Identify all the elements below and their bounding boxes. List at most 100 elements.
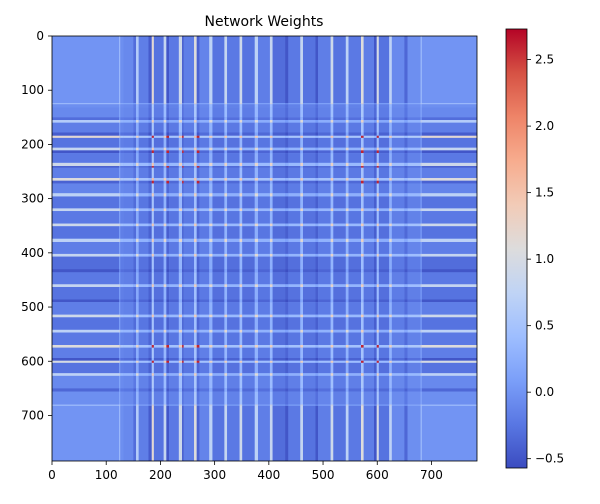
heatmap-cell [209, 150, 213, 154]
heatmap-cell [148, 135, 152, 138]
heatmap-cell [199, 302, 210, 315]
heatmap-cell [120, 362, 124, 374]
heatmap-cell [302, 135, 316, 138]
heatmap-cell [212, 167, 225, 179]
heatmap-cell [153, 391, 164, 405]
heatmap-cell [345, 238, 349, 242]
heatmap-cell [285, 391, 289, 405]
heatmap-cell [239, 347, 243, 359]
heatmap-cell [254, 238, 258, 242]
heatmap-cell [285, 196, 289, 209]
heatmap-cell [285, 183, 289, 194]
heatmap-cell [183, 347, 195, 359]
heatmap-cell [378, 344, 390, 348]
heatmap-cell [123, 167, 134, 179]
heatmap-cell [166, 208, 170, 212]
heatmap-cell [269, 117, 273, 121]
heatmap-cell [348, 344, 361, 348]
heatmap-cell [318, 404, 331, 406]
heatmap-cell [288, 404, 301, 406]
heatmap-cell [133, 167, 137, 179]
heatmap-cell [242, 405, 255, 461]
heatmap-cell [285, 150, 289, 154]
heatmap-cell [183, 223, 195, 227]
heatmap-cell [378, 122, 390, 133]
heatmap-cell [378, 226, 390, 239]
heatmap-cell [348, 391, 361, 405]
heatmap-cell [166, 223, 170, 227]
heatmap-cell [374, 223, 377, 227]
heatmap-cell [302, 180, 316, 184]
heatmap-cell [196, 241, 200, 254]
heatmap-cell [183, 196, 195, 209]
heatmap-cell [330, 135, 334, 138]
heatmap-cell [178, 166, 183, 168]
heatmap-cell [272, 137, 286, 148]
heatmap-cell [302, 358, 316, 361]
heatmap-cell [404, 120, 408, 123]
heatmap-cell [163, 347, 167, 359]
heatmap-cell [288, 150, 301, 154]
heatmap-cell [227, 302, 240, 315]
heatmap-cell [182, 375, 184, 389]
heatmap-cell [227, 193, 240, 197]
heatmap-cell [224, 314, 228, 318]
heatmap-cell [138, 358, 149, 361]
heatmap-cell [376, 183, 379, 194]
heatmap-cell [378, 284, 390, 287]
heatmap-cell [199, 238, 210, 242]
heatmap-cell [389, 104, 392, 108]
heatmap-cell [254, 178, 258, 181]
heatmap-cell [363, 344, 375, 348]
heatmap-cell [345, 302, 349, 315]
heatmap-cell [330, 286, 334, 300]
heatmap-cell [318, 373, 331, 376]
heatmap-cell [330, 147, 334, 151]
heatmap-cell [404, 253, 408, 257]
heatmap-cell [404, 180, 408, 184]
heatmap-cell [421, 135, 477, 138]
heatmap-cell [420, 193, 422, 197]
heatmap-cell [163, 269, 167, 273]
heatmap-cell [421, 196, 477, 209]
x-tick-label: 400 [257, 468, 280, 482]
heatmap-cell [153, 404, 164, 406]
heatmap-cell [374, 162, 377, 167]
heatmap-cell [153, 302, 164, 315]
heatmap-cell [239, 196, 243, 209]
heatmap-cell [360, 223, 364, 227]
heatmap-cell [194, 332, 197, 345]
heatmap-cell [178, 36, 183, 104]
heatmap-cell [194, 153, 197, 163]
heatmap-cell [138, 404, 149, 406]
heatmap-cell [212, 358, 225, 361]
heatmap-cell [272, 241, 286, 254]
heatmap-cell [389, 375, 392, 389]
heatmap-cell [123, 284, 134, 287]
heatmap-cell [151, 329, 154, 333]
heatmap-cell [269, 317, 273, 330]
heatmap-cell [254, 180, 258, 184]
heatmap-cell [148, 347, 152, 359]
heatmap-cell [374, 135, 377, 138]
heatmap-cell [183, 272, 195, 285]
heatmap-cell [196, 314, 200, 318]
heatmap-cell [120, 253, 124, 257]
heatmap-cell [242, 302, 255, 315]
heatmap-cell [196, 256, 200, 270]
heatmap-cell [421, 193, 477, 197]
heatmap-cell [209, 329, 213, 333]
heatmap-cell [407, 391, 421, 405]
heatmap-cell [374, 405, 377, 461]
heatmap-cell [138, 137, 149, 148]
heatmap-cell [363, 302, 375, 315]
heatmap-cell [166, 183, 170, 194]
heatmap-cell [330, 405, 334, 461]
heatmap-cell [374, 167, 377, 179]
heatmap-cell [209, 107, 213, 118]
heatmap-cell [389, 178, 392, 181]
heatmap-cell [239, 391, 243, 405]
heatmap-cell [212, 36, 225, 104]
heatmap-cell [182, 241, 184, 254]
heatmap-cell [183, 404, 195, 406]
